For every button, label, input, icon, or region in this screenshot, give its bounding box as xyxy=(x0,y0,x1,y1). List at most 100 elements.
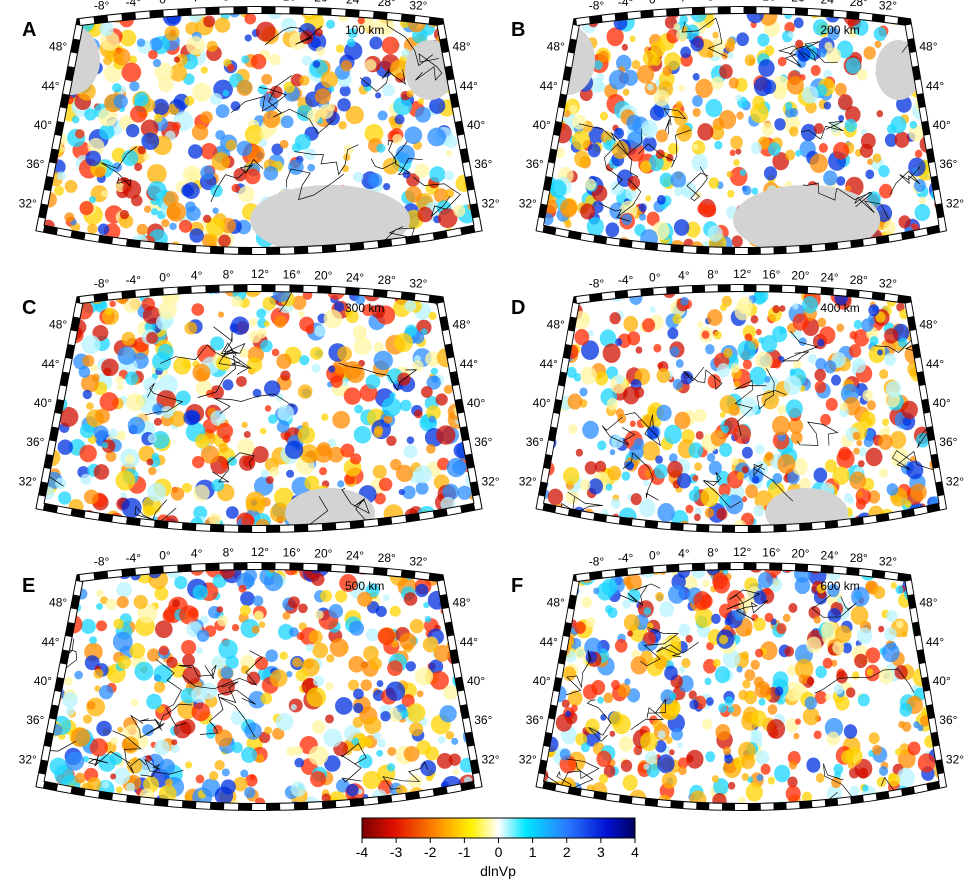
anomaly-blob xyxy=(813,468,827,483)
anomaly-blob xyxy=(193,485,209,501)
anomaly-blob xyxy=(210,185,222,197)
anomaly-blob xyxy=(114,94,128,108)
anomaly-blob xyxy=(902,276,916,291)
anomaly-blob xyxy=(586,651,597,663)
anomaly-blob xyxy=(841,528,859,548)
anomaly-blob xyxy=(455,567,474,586)
anomaly-blob xyxy=(98,224,109,235)
anomaly-blob xyxy=(574,621,586,634)
anomaly-blob xyxy=(606,484,613,491)
anomaly-blob xyxy=(656,130,668,143)
anomaly-blob xyxy=(869,345,886,363)
anomaly-blob xyxy=(286,747,296,757)
anomaly-blob xyxy=(457,797,470,810)
anomaly-blob xyxy=(527,728,539,741)
anomaly-blob xyxy=(563,467,579,485)
anomaly-blob xyxy=(50,580,61,591)
anomaly-blob xyxy=(862,784,869,791)
anomaly-blob xyxy=(709,177,720,189)
anomaly-blob xyxy=(169,223,176,230)
anomaly-blob xyxy=(113,632,133,652)
latitude-label: 44° xyxy=(540,635,558,649)
anomaly-blob xyxy=(24,235,43,254)
anomaly-blob xyxy=(425,616,432,623)
anomaly-blob xyxy=(524,0,541,14)
anomaly-blob xyxy=(746,783,763,802)
anomaly-blob xyxy=(580,479,590,490)
anomaly-blob xyxy=(579,387,587,396)
anomaly-blob xyxy=(344,387,361,404)
colorbar-tick-label: 4 xyxy=(631,844,639,860)
anomaly-blob xyxy=(29,64,39,74)
anomaly-blob xyxy=(668,143,679,155)
anomaly-blob xyxy=(920,11,929,21)
anomaly-blob xyxy=(931,648,946,664)
anomaly-blob xyxy=(121,332,135,346)
anomaly-blob xyxy=(750,103,768,123)
anomaly-blob xyxy=(728,782,735,790)
anomaly-blob xyxy=(848,497,854,504)
anomaly-blob xyxy=(694,514,701,521)
anomaly-blob xyxy=(130,106,147,123)
latitude-label: 40° xyxy=(933,674,951,688)
anomaly-blob xyxy=(218,234,231,247)
anomaly-blob xyxy=(302,56,312,66)
anomaly-blob xyxy=(203,215,211,223)
anomaly-blob xyxy=(735,303,751,321)
anomaly-blob xyxy=(898,338,907,348)
anomaly-blob xyxy=(622,471,631,480)
anomaly-blob xyxy=(35,345,42,352)
anomaly-blob xyxy=(928,373,935,380)
colorbar-tick-label: 1 xyxy=(529,844,537,860)
anomaly-blob xyxy=(917,269,935,288)
anomaly-blob xyxy=(167,205,181,219)
anomaly-blob xyxy=(99,124,114,139)
anomaly-blob xyxy=(636,346,643,353)
anomaly-blob xyxy=(222,379,233,390)
anomaly-blob xyxy=(116,786,123,793)
anomaly-blob xyxy=(320,590,332,602)
anomaly-blob xyxy=(805,696,817,709)
anomaly-blob xyxy=(530,68,537,76)
latitude-label: 32° xyxy=(19,752,37,766)
anomaly-blob xyxy=(185,761,192,768)
latitude-label: 36° xyxy=(474,713,492,727)
anomaly-blob xyxy=(276,354,291,369)
anomaly-blob xyxy=(820,414,831,426)
anomaly-blob xyxy=(756,329,762,335)
anomaly-blob xyxy=(676,101,683,109)
anomaly-blob xyxy=(791,431,803,444)
anomaly-blob xyxy=(122,498,142,518)
anomaly-blob xyxy=(882,418,889,426)
longitude-label: 4° xyxy=(678,0,690,4)
anomaly-blob xyxy=(877,349,883,355)
anomaly-blob xyxy=(184,322,197,335)
anomaly-blob xyxy=(876,110,883,117)
anomaly-blob xyxy=(600,112,608,121)
anomaly-blob xyxy=(572,130,590,150)
anomaly-blob xyxy=(106,599,117,610)
anomaly-blob xyxy=(861,133,876,149)
longitude-label: 20° xyxy=(791,268,809,282)
anomaly-blob xyxy=(431,368,438,375)
anomaly-blob xyxy=(831,375,841,386)
anomaly-blob xyxy=(580,367,597,385)
anomaly-blob xyxy=(61,308,69,316)
anomaly-blob xyxy=(772,416,790,436)
anomaly-blob xyxy=(444,275,460,291)
anomaly-blob xyxy=(415,163,429,177)
colorbar-tick-label: -3 xyxy=(390,844,403,860)
anomaly-blob xyxy=(832,466,849,485)
anomaly-blob xyxy=(896,620,903,628)
anomaly-blob xyxy=(785,150,795,161)
anomaly-blob xyxy=(609,711,623,726)
anomaly-blob xyxy=(480,64,488,72)
anomaly-blob xyxy=(908,742,921,756)
anomaly-blob xyxy=(79,201,93,215)
anomaly-blob xyxy=(667,461,683,478)
anomaly-blob xyxy=(481,377,497,393)
anomaly-blob xyxy=(757,33,769,46)
anomaly-blob xyxy=(623,89,630,96)
anomaly-blob xyxy=(473,331,487,345)
anomaly-blob xyxy=(280,652,288,660)
